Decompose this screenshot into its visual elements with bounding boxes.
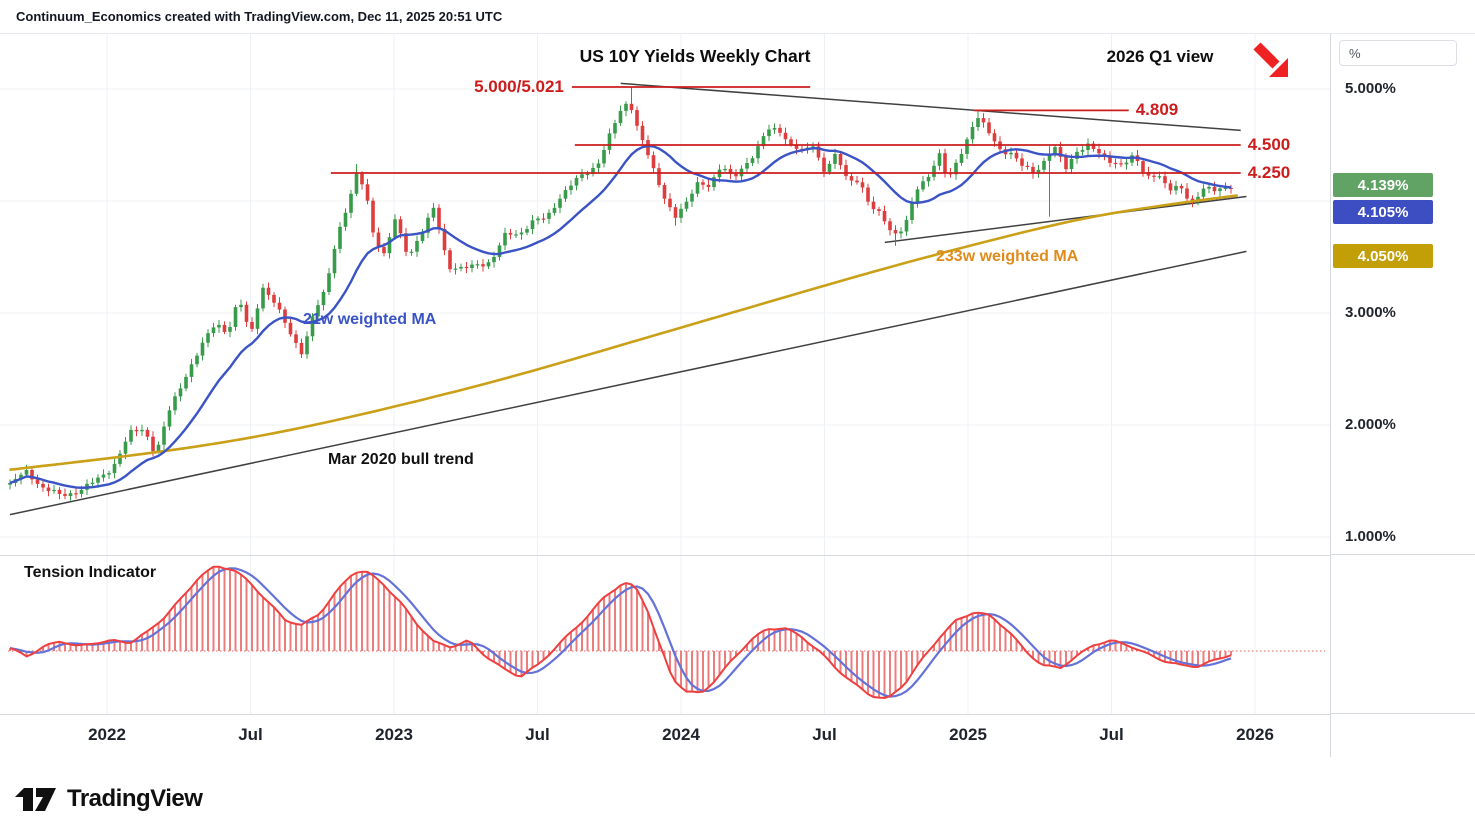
price-axis-label: 2.000%: [1345, 416, 1396, 433]
time-axis-label: 2025: [949, 725, 987, 744]
price-axis-label: 1.000%: [1345, 528, 1396, 545]
axis-separator: [1331, 713, 1475, 714]
ma233-value-badge: 4.050%: [1333, 244, 1433, 269]
time-axis-label: Jul: [525, 725, 550, 744]
pane-separator: [1331, 554, 1475, 555]
tradingview-wordmark: TradingView: [67, 784, 203, 812]
time-axis-label: 2026: [1236, 725, 1274, 744]
last-price-badge: 4.139%: [1333, 173, 1433, 198]
time-axis-label: Jul: [238, 725, 263, 744]
ma21-value-badge: 4.105%: [1333, 200, 1433, 225]
chart-main-row: 2022 Jul 2023 Jul 2024 Jul 2025 Jul 2026…: [0, 34, 1475, 757]
chart-area[interactable]: 2022 Jul 2023 Jul 2024 Jul 2025 Jul 2026…: [0, 34, 1330, 757]
price-unit-button[interactable]: %: [1339, 40, 1457, 66]
time-axis[interactable]: 2022 Jul 2023 Jul 2024 Jul 2025 Jul 2026: [0, 714, 1330, 757]
time-axis-label: 2022: [88, 725, 126, 744]
time-axis-label: Jul: [1099, 725, 1124, 744]
price-axis[interactable]: % 5.000% 3.000% 2.000% 1.000% 4.139% 4.1…: [1330, 34, 1475, 757]
tension-pane[interactable]: [0, 555, 1330, 714]
price-axis-label: 5.000%: [1345, 80, 1396, 97]
price-axis-label: 3.000%: [1345, 304, 1396, 321]
attribution-text: Continuum_Economics created with Trading…: [16, 9, 503, 24]
tradingview-mark-icon: [15, 787, 56, 811]
price-pane[interactable]: [0, 34, 1330, 555]
time-axis-label: 2023: [375, 725, 413, 744]
time-axis-label: 2024: [662, 725, 700, 744]
attribution-bar: Continuum_Economics created with Trading…: [0, 0, 1475, 34]
tradingview-logo[interactable]: TradingView: [14, 784, 203, 814]
footer: TradingView: [0, 757, 1475, 840]
time-axis-label: Jul: [812, 725, 837, 744]
price-unit-label: %: [1349, 45, 1361, 61]
